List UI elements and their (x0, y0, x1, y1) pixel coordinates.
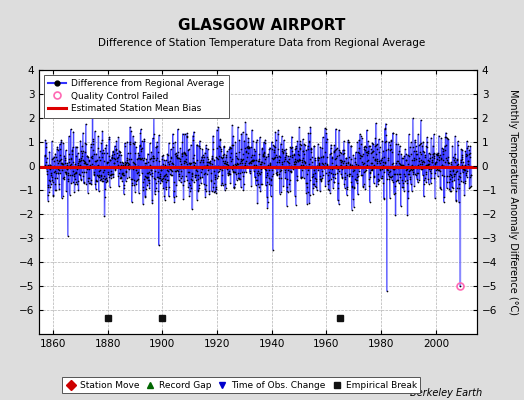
Text: Berkeley Earth: Berkeley Earth (410, 388, 482, 398)
Y-axis label: Monthly Temperature Anomaly Difference (°C): Monthly Temperature Anomaly Difference (… (508, 89, 518, 315)
Text: Difference of Station Temperature Data from Regional Average: Difference of Station Temperature Data f… (99, 38, 425, 48)
Legend: Difference from Regional Average, Quality Control Failed, Estimated Station Mean: Difference from Regional Average, Qualit… (44, 74, 228, 118)
Text: GLASGOW AIRPORT: GLASGOW AIRPORT (178, 18, 346, 33)
Legend: Station Move, Record Gap, Time of Obs. Change, Empirical Break: Station Move, Record Gap, Time of Obs. C… (62, 377, 420, 394)
